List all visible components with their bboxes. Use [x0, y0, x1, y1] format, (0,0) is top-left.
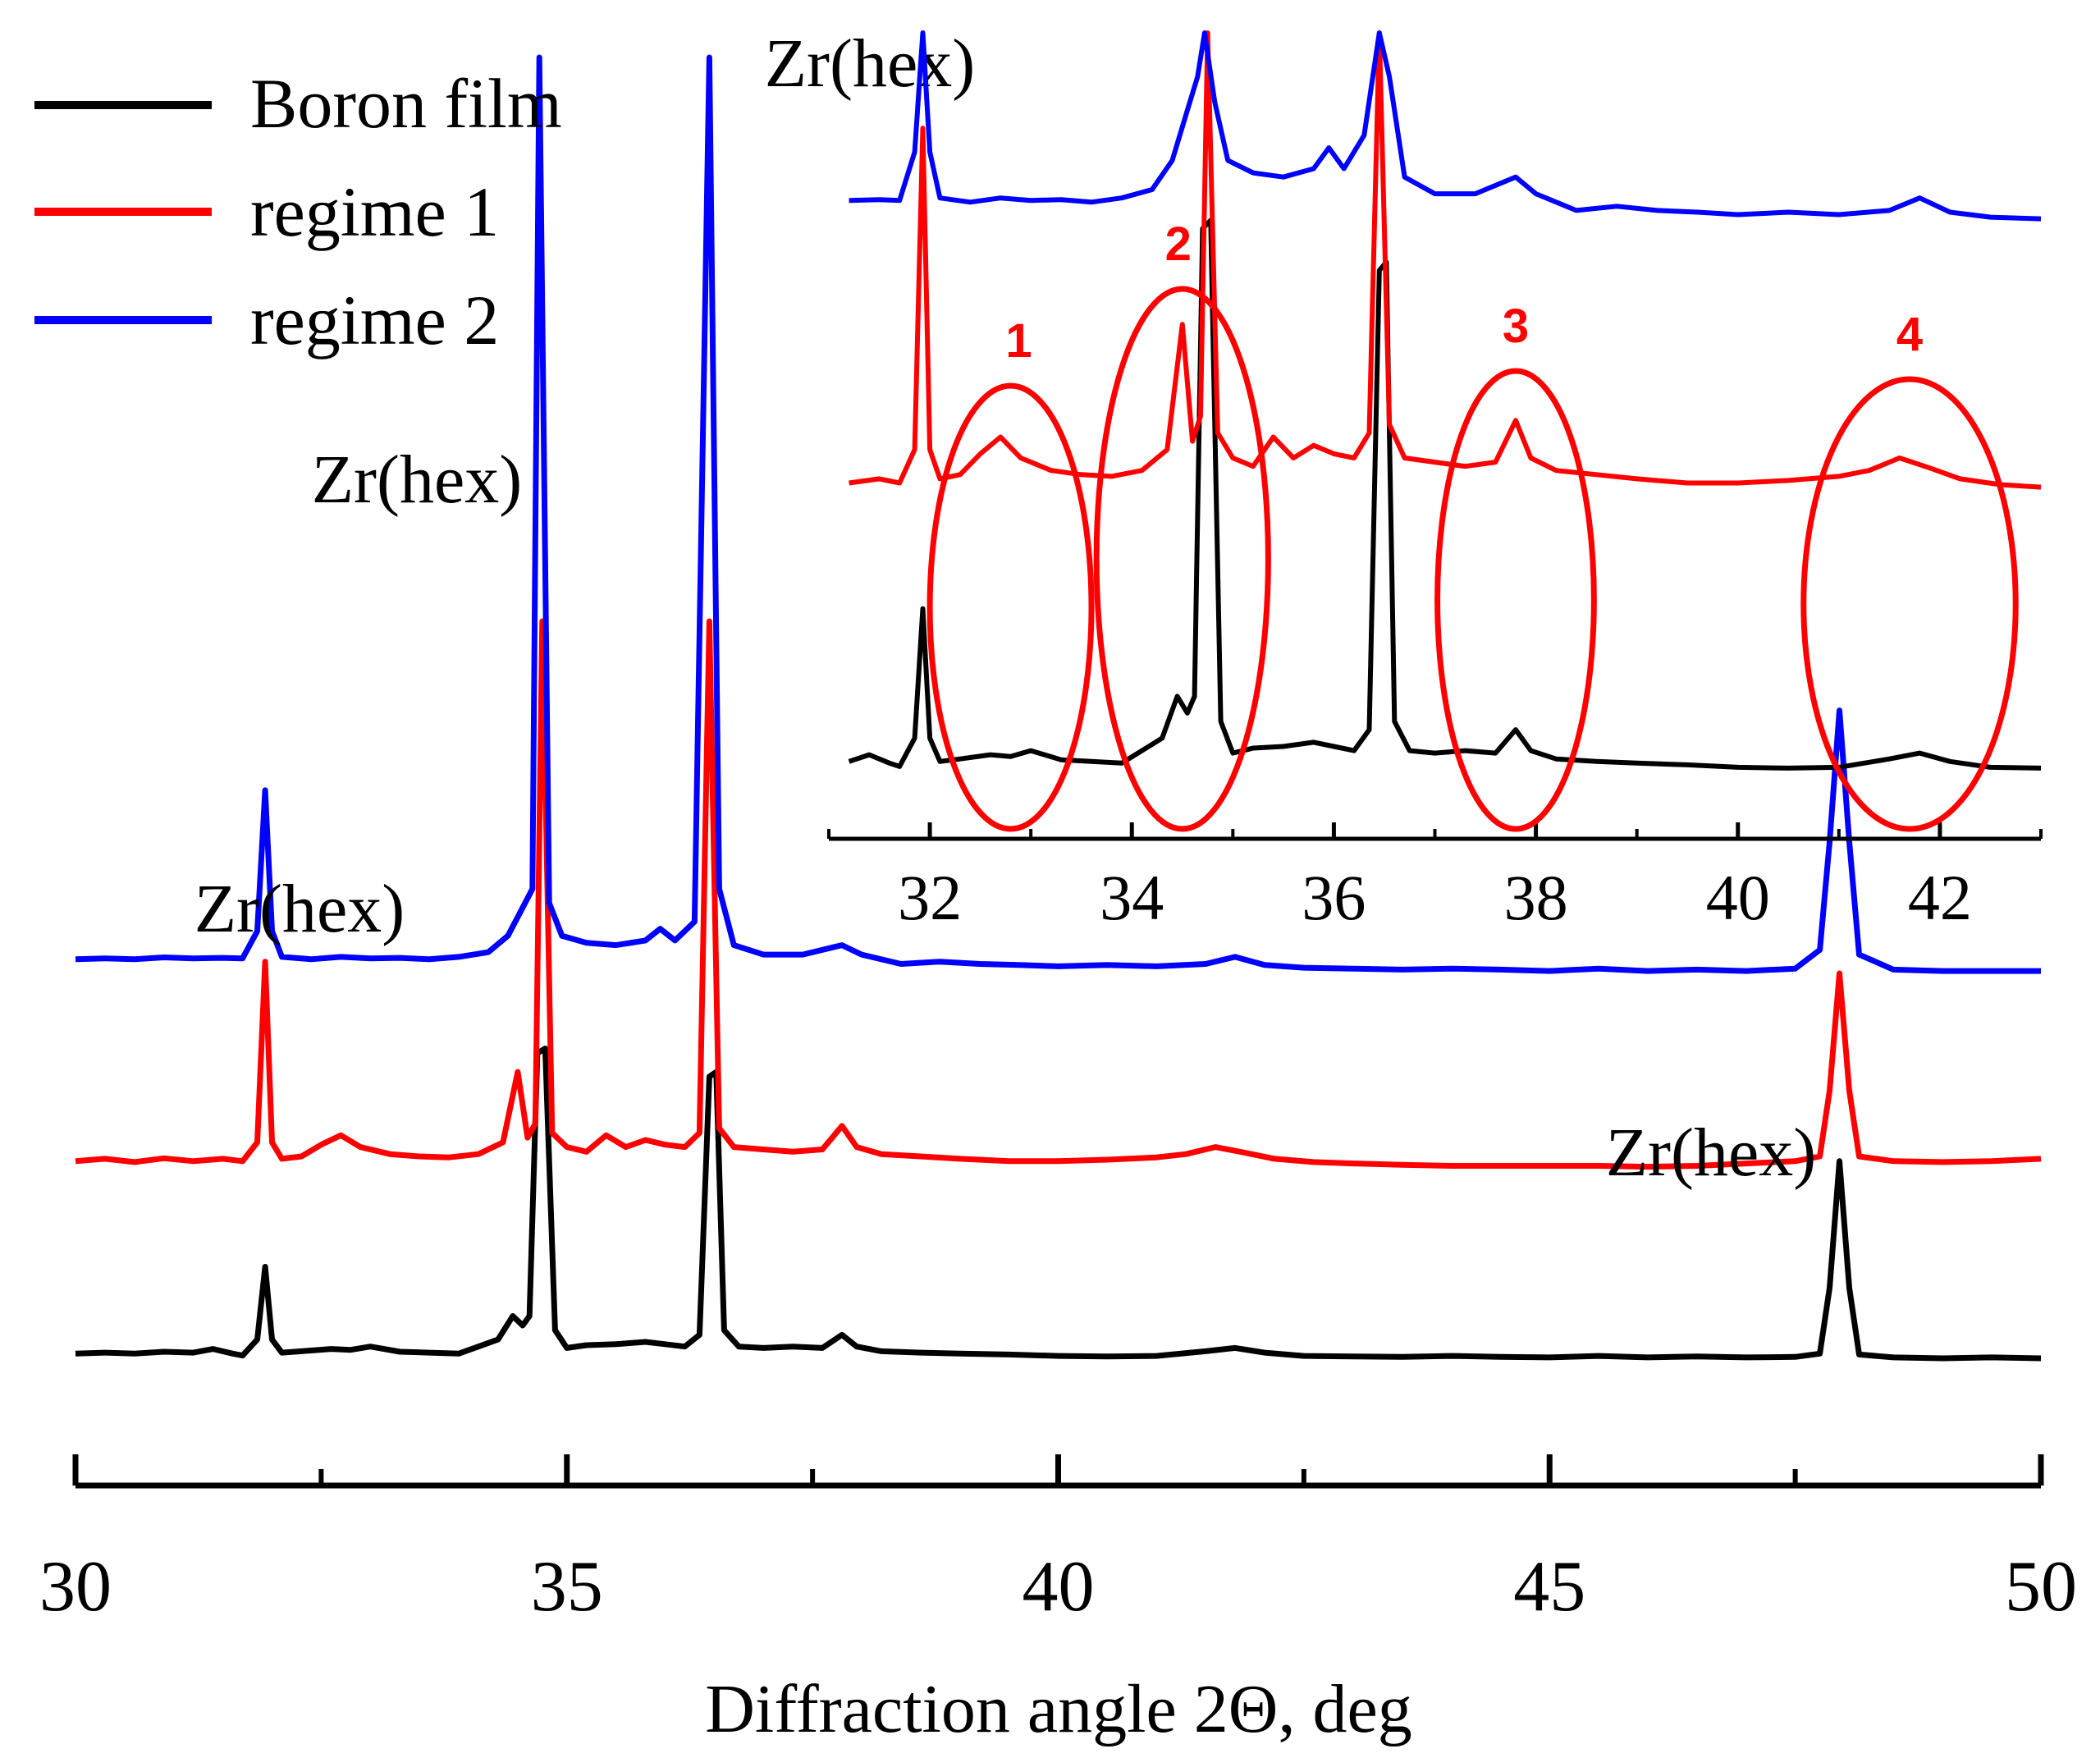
inset-tick-label: 40 — [1706, 862, 1770, 933]
inset-region-1 — [926, 382, 1095, 832]
inset-x-axis — [827, 822, 2043, 841]
inset-x-tick-labels: 32 34 36 38 40 42 — [898, 862, 1972, 933]
main-series-line-2 — [75, 618, 2042, 1170]
inset-region-label-2: 2 — [1165, 217, 1192, 271]
x-tick-label: 45 — [1513, 1547, 1585, 1627]
annotation-zr-hex-36-5: Zr(hex) — [765, 25, 976, 102]
main-series-line-1 — [75, 1046, 2042, 1362]
main-plot: 30 35 40 45 50 Diffraction angle 2Θ, deg Zr(… — [39, 25, 2077, 1747]
inset-series-line-1 — [848, 217, 2042, 771]
inset-regions: 1 2 3 4 — [926, 217, 2019, 832]
inset-series-group — [848, 30, 2042, 771]
inset-plot: 32 34 36 38 40 42 123 4 — [827, 30, 2043, 933]
inset-tick-label: 34 — [1100, 862, 1164, 933]
x-tick-labels: 30 35 40 45 50 — [39, 1547, 2077, 1627]
x-tick-label: 50 — [2005, 1547, 2077, 1627]
x-tick-label: 30 — [39, 1547, 112, 1627]
x-tick-label: 40 — [1023, 1547, 1095, 1627]
inset-series-line-2 — [849, 30, 2042, 490]
main-series-line-3 — [75, 54, 2041, 974]
inset-tick-label: 36 — [1302, 862, 1366, 933]
legend-label-regime2: regime 2 — [250, 281, 499, 359]
inset-region-2 — [1093, 286, 1271, 832]
x-axis — [72, 1454, 2044, 1489]
main-series-group — [75, 54, 2042, 1362]
legend-label-regime1: regime 1 — [250, 172, 499, 251]
inset-tick-label: 32 — [898, 862, 962, 933]
x-axis-label: Diffraction angle 2Θ, deg — [705, 1671, 1412, 1747]
x-tick-label: 35 — [531, 1547, 603, 1627]
annotation-zr-hex-48: Zr(hex) — [1606, 1115, 1817, 1191]
legend-label-boron: Boron film — [250, 64, 562, 143]
inset-region-label-1: 1 — [1005, 314, 1032, 368]
inset-series-line-3 — [849, 30, 2042, 222]
inset-region-label-3: 3 — [1503, 300, 1529, 353]
inset-region-3 — [1434, 368, 1597, 832]
annotation-zr-hex-34-7: Zr(hex) — [312, 442, 523, 518]
inset-region-4 — [1800, 376, 2019, 832]
legend: Boron film regime 1 regime 2 — [34, 64, 562, 359]
inset-region-label-4: 4 — [1896, 308, 1923, 361]
inset-tick-label: 42 — [1908, 862, 1972, 933]
annotation-zr-hex-32: Zr(hex) — [194, 871, 405, 947]
inset-tick-label: 38 — [1504, 862, 1568, 933]
